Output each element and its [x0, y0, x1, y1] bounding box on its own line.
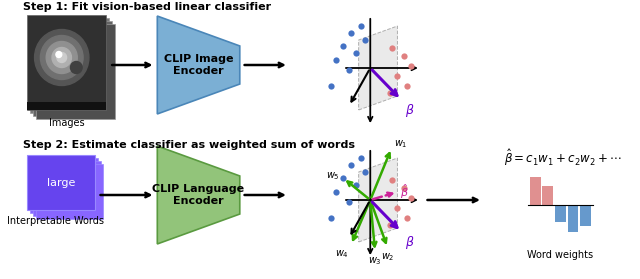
Circle shape: [52, 47, 72, 68]
Polygon shape: [157, 16, 240, 114]
Text: $\hat{\beta}$: $\hat{\beta}$: [401, 183, 409, 201]
FancyBboxPatch shape: [580, 205, 591, 226]
Circle shape: [46, 42, 77, 73]
Text: CLIP Image
Encoder: CLIP Image Encoder: [164, 54, 234, 76]
FancyBboxPatch shape: [33, 21, 112, 116]
FancyBboxPatch shape: [33, 161, 100, 216]
FancyBboxPatch shape: [27, 15, 106, 110]
Polygon shape: [358, 158, 397, 242]
Text: Word weights: Word weights: [527, 250, 593, 260]
Circle shape: [40, 35, 83, 80]
Circle shape: [57, 52, 67, 62]
Text: $w_2$: $w_2$: [381, 251, 394, 263]
Circle shape: [70, 61, 82, 73]
Text: $w_3$: $w_3$: [368, 255, 382, 267]
FancyBboxPatch shape: [555, 205, 566, 222]
Circle shape: [35, 30, 89, 85]
FancyBboxPatch shape: [29, 18, 109, 113]
FancyBboxPatch shape: [29, 158, 98, 213]
Text: large: large: [47, 177, 75, 187]
Text: Step 1: Fit vision-based linear classifier: Step 1: Fit vision-based linear classifi…: [23, 2, 271, 12]
FancyBboxPatch shape: [568, 205, 579, 232]
Text: CLIP Language
Encoder: CLIP Language Encoder: [152, 184, 244, 206]
Text: $\beta$: $\beta$: [405, 234, 415, 251]
Text: Images: Images: [49, 118, 84, 128]
FancyBboxPatch shape: [27, 102, 106, 110]
FancyBboxPatch shape: [27, 155, 95, 210]
FancyBboxPatch shape: [36, 24, 115, 119]
Text: $w_4$: $w_4$: [335, 248, 349, 260]
Text: Interpretable Words: Interpretable Words: [8, 216, 104, 226]
Text: $w_1$: $w_1$: [394, 138, 407, 150]
Circle shape: [56, 52, 61, 57]
Text: $w_5$: $w_5$: [326, 170, 340, 182]
FancyBboxPatch shape: [36, 164, 104, 219]
Polygon shape: [358, 26, 397, 110]
FancyBboxPatch shape: [530, 177, 541, 205]
Text: $\beta$: $\beta$: [405, 102, 415, 119]
Text: Step 2: Estimate classifier as weighted sum of words: Step 2: Estimate classifier as weighted …: [23, 140, 355, 150]
FancyBboxPatch shape: [543, 186, 553, 205]
Text: $\hat{\beta} = c_1w_1 + c_2w_2 + \cdots$: $\hat{\beta} = c_1w_1 + c_2w_2 + \cdots$: [504, 148, 621, 169]
Polygon shape: [157, 146, 240, 244]
